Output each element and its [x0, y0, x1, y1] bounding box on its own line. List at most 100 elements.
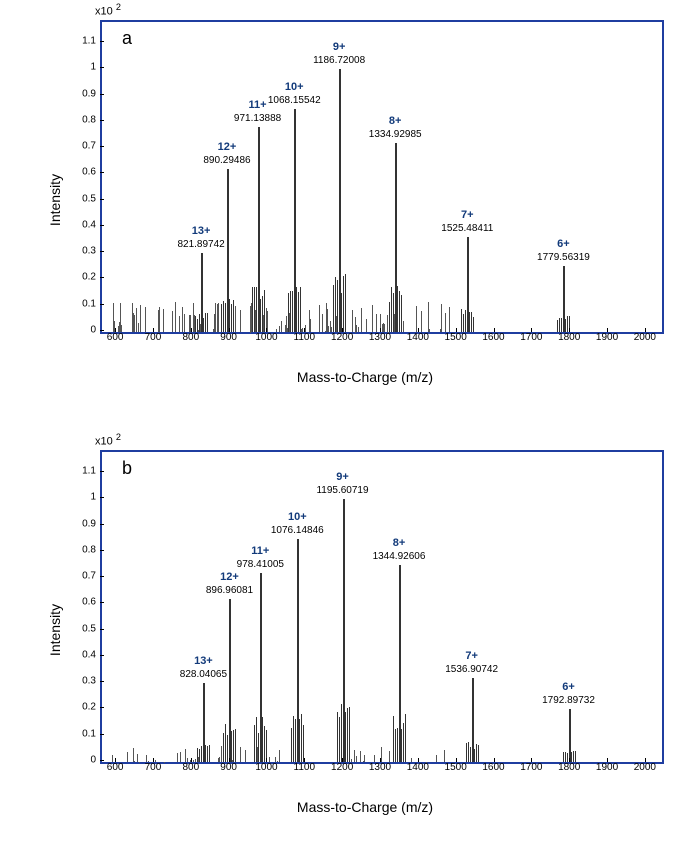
peak-mz-label: 1779.56319 [537, 252, 590, 263]
satellite-peak [337, 712, 338, 762]
satellite-peak [563, 752, 564, 762]
satellite-peak [575, 751, 576, 762]
satellite-peak [343, 276, 344, 332]
peak-line [229, 599, 231, 762]
peak-mz-label: 1195.60719 [316, 485, 368, 496]
noise-peak [449, 307, 450, 332]
satellite-peak [565, 752, 566, 762]
ytick-mark [100, 524, 104, 525]
noise-peak [428, 302, 429, 332]
plot-border-a: a 13+821.8974212+890.2948611+971.1388810… [100, 20, 664, 334]
satellite-peak [335, 277, 336, 332]
xtick-label: 800 [182, 332, 199, 343]
xtick-label: 900 [220, 332, 237, 343]
peak-mz-label: 1186.72008 [313, 55, 365, 66]
peak-charge-label: 9+ [336, 471, 349, 483]
ytick-mark [100, 760, 104, 761]
ytick-label: 0.7 [72, 571, 96, 582]
ytick-mark [100, 120, 104, 121]
noise-peak [319, 305, 320, 332]
noise-peak [361, 308, 362, 332]
noise-peak [286, 316, 287, 332]
noise-peak [240, 310, 241, 332]
noise-peak [372, 305, 373, 332]
xtick-label: 600 [107, 332, 124, 343]
peak-line [472, 678, 474, 762]
peak-line [227, 169, 229, 332]
noise-peak [184, 314, 185, 332]
satellite-peak [199, 749, 200, 762]
satellite-peak [476, 744, 477, 762]
xtick-label: 1600 [482, 762, 504, 773]
xtick-label: 1300 [369, 762, 391, 773]
ytick-label: 0.4 [72, 219, 96, 230]
satellite-peak [345, 274, 346, 332]
ytick-label: 0.9 [72, 88, 96, 99]
satellite-peak [341, 704, 342, 762]
noise-peak [146, 755, 147, 762]
xtick-label: 2000 [634, 762, 656, 773]
noise-peak [384, 324, 385, 333]
satellite-peak [293, 716, 294, 762]
peak-charge-label: 6+ [562, 681, 575, 693]
satellite-peak [466, 743, 467, 762]
ytick-mark [100, 471, 104, 472]
noise-peak [358, 327, 359, 332]
ytick-label: 1.1 [72, 466, 96, 477]
peak-line [201, 253, 203, 332]
satellite-peak [465, 310, 466, 332]
noise-peak [444, 750, 445, 762]
noise-peak [389, 751, 390, 762]
y-exp-sup: 2 [116, 2, 121, 12]
satellite-peak [256, 717, 257, 762]
noise-peak [325, 331, 326, 332]
satellite-peak [203, 318, 204, 332]
satellite-peak [205, 745, 206, 762]
ytick-mark [100, 497, 104, 498]
satellite-peak [559, 318, 560, 332]
ytick-mark [100, 629, 104, 630]
ytick-mark [100, 67, 104, 68]
noise-peak [328, 326, 329, 332]
peak-mz-label: 1334.92985 [369, 129, 422, 140]
peak-line [258, 127, 260, 332]
satellite-peak [470, 747, 471, 762]
noise-peak [364, 755, 365, 762]
noise-peak [112, 755, 113, 762]
ytick-mark [100, 734, 104, 735]
satellite-peak [469, 312, 470, 332]
noise-peak [121, 325, 122, 332]
peak-charge-label: 11+ [251, 545, 269, 557]
satellite-peak [573, 751, 574, 762]
ytick-mark [100, 199, 104, 200]
ytick-mark [100, 277, 104, 278]
noise-peak [140, 305, 141, 332]
satellite-peak [225, 724, 226, 762]
peak-line [343, 499, 345, 762]
satellite-peak [468, 742, 469, 762]
ytick-label: 0.1 [72, 298, 96, 309]
noise-peak [182, 307, 183, 332]
noise-peak [145, 307, 146, 332]
noise-peak [179, 316, 180, 332]
satellite-peak [561, 318, 562, 332]
satellite-peak [295, 719, 296, 762]
panel-a: x10 2 Intensity a 13+821.8974212+890.294… [60, 10, 670, 390]
peak-line [569, 709, 571, 762]
plot-area-b: 13+828.0406512+896.9608111+978.4100510+1… [102, 452, 662, 762]
satellite-peak [207, 313, 208, 332]
peak-line [297, 539, 299, 762]
ytick-mark [100, 172, 104, 173]
peak-mz-label: 1792.89732 [542, 695, 595, 706]
ytick-mark [100, 681, 104, 682]
satellite-peak [478, 745, 479, 762]
peak-charge-label: 13+ [192, 225, 211, 237]
satellite-peak [403, 723, 404, 762]
peak-charge-label: 10+ [288, 511, 307, 523]
satellite-peak [473, 317, 474, 332]
satellite-peak [223, 733, 224, 762]
peak-line [294, 109, 296, 332]
noise-peak [177, 753, 178, 762]
noise-peak [281, 321, 282, 332]
ytick-label: 0 [72, 325, 96, 336]
